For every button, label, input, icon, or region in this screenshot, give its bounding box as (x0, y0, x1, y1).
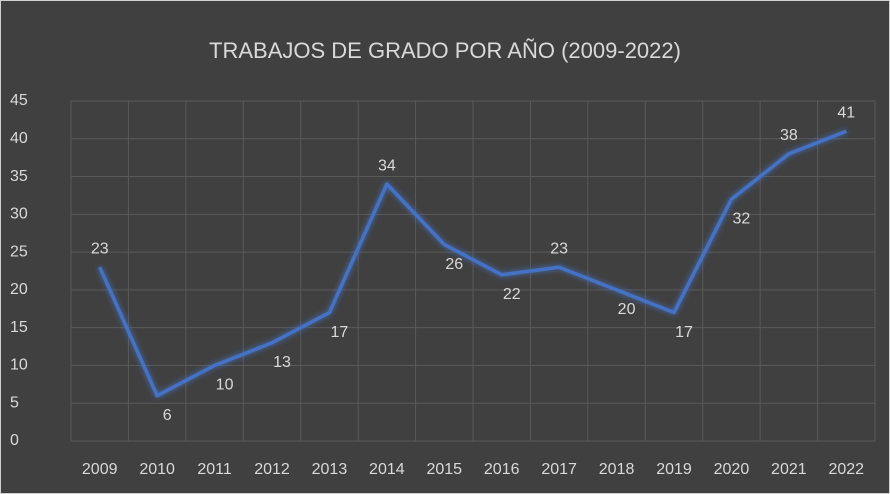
x-tick-label: 2009 (82, 461, 118, 478)
data-label: 23 (91, 240, 109, 257)
data-label: 34 (378, 157, 396, 174)
data-label: 13 (273, 354, 291, 371)
data-label: 26 (445, 256, 463, 273)
x-tick-label: 2017 (541, 461, 577, 478)
x-tick-label: 2014 (369, 461, 405, 478)
x-tick-label: 2011 (197, 461, 232, 478)
line-series (98, 129, 847, 398)
x-tick-label: 2015 (426, 461, 462, 478)
y-tick-label: 45 (10, 92, 28, 109)
y-tick-label: 40 (10, 130, 28, 147)
y-tick-label: 15 (10, 319, 28, 336)
x-tick-label: 2020 (714, 461, 750, 478)
x-tick-label: 2018 (599, 461, 635, 478)
x-tick-label: 2012 (254, 461, 290, 478)
data-label: 23 (550, 240, 568, 257)
data-label: 10 (216, 377, 234, 394)
x-tick-label: 2021 (771, 461, 807, 478)
data-label: 22 (503, 286, 521, 303)
y-tick-label: 0 (10, 432, 19, 449)
x-tick-label: 2013 (312, 461, 348, 478)
data-label: 17 (331, 324, 349, 341)
chart-title: TRABAJOS DE GRADO POR AÑO (2009-2022) (209, 38, 681, 63)
y-tick-label: 25 (10, 243, 28, 260)
y-tick-label: 30 (10, 206, 28, 223)
x-tick-label: 2022 (828, 461, 864, 478)
data-label: 6 (163, 407, 172, 424)
y-tick-label: 20 (10, 281, 28, 298)
data-label: 38 (780, 127, 798, 144)
x-tick-label: 2010 (139, 461, 175, 478)
data-label: 41 (837, 104, 855, 121)
x-tick-label: 2019 (656, 461, 692, 478)
data-label: 17 (675, 324, 693, 341)
y-tick-label: 5 (10, 394, 19, 411)
y-tick-label: 35 (10, 168, 28, 185)
y-tick-label: 10 (10, 357, 28, 374)
data-label: 20 (618, 301, 636, 318)
data-label: 32 (733, 210, 751, 227)
x-tick-label: 2016 (484, 461, 520, 478)
